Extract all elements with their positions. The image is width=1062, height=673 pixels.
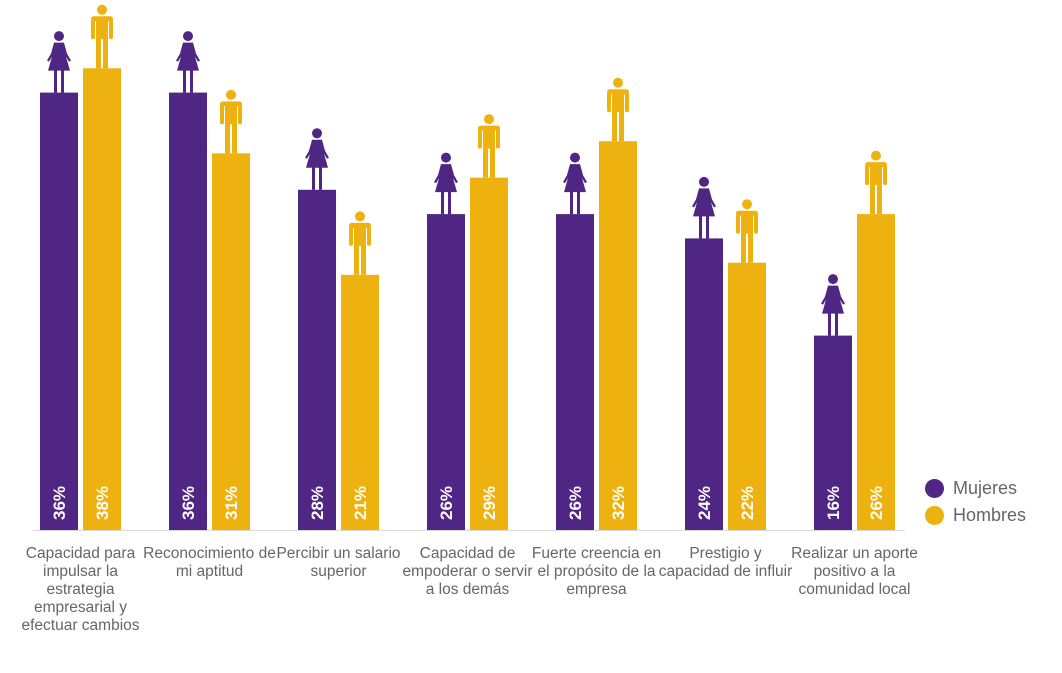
bar-mujeres-5 bbox=[685, 238, 723, 530]
data-label: 36% bbox=[50, 486, 69, 520]
category-label: Prestigio y capacidad de influir bbox=[658, 545, 793, 580]
category-label: Percibir un salario superior bbox=[276, 545, 401, 580]
bar-hombres-4 bbox=[599, 141, 637, 530]
man-icon bbox=[736, 199, 758, 263]
legend-swatch bbox=[925, 506, 944, 525]
man-icon bbox=[478, 114, 500, 178]
man-icon bbox=[349, 211, 371, 275]
bar-mujeres-1 bbox=[169, 92, 207, 530]
woman-icon bbox=[47, 31, 71, 93]
man-icon bbox=[607, 77, 629, 142]
legend-label: Mujeres bbox=[953, 478, 1018, 498]
data-label: 22% bbox=[738, 486, 757, 520]
bar-hombres-0 bbox=[83, 68, 121, 531]
data-label: 32% bbox=[609, 486, 628, 520]
data-label: 26% bbox=[437, 486, 456, 520]
bar-mujeres-3 bbox=[427, 214, 465, 530]
man-icon bbox=[865, 150, 887, 215]
bar-hombres-2 bbox=[341, 274, 379, 530]
legend-item-mujeres: Mujeres bbox=[925, 475, 1026, 502]
woman-icon bbox=[821, 274, 845, 336]
data-label: 26% bbox=[867, 486, 886, 520]
data-label: 29% bbox=[480, 486, 499, 520]
woman-icon bbox=[434, 152, 458, 215]
legend-swatch bbox=[925, 479, 944, 498]
man-icon bbox=[91, 4, 113, 69]
data-label: 38% bbox=[93, 486, 112, 520]
data-label: 16% bbox=[824, 486, 843, 520]
data-label: 31% bbox=[222, 486, 241, 520]
bar-hombres-3 bbox=[470, 177, 508, 530]
man-icon bbox=[220, 89, 242, 154]
woman-icon bbox=[692, 176, 716, 239]
bar-hombres-5 bbox=[728, 262, 766, 530]
legend-item-hombres: Hombres bbox=[925, 502, 1026, 529]
category-label: Capacidad para impulsar la estrategia em… bbox=[21, 545, 140, 634]
legend-label: Hombres bbox=[953, 505, 1027, 525]
bar-mujeres-4 bbox=[556, 214, 594, 530]
bar-mujeres-2 bbox=[298, 189, 336, 531]
data-label: 21% bbox=[351, 486, 370, 520]
woman-icon bbox=[305, 128, 329, 190]
legend: Mujeres Hombres bbox=[925, 475, 1026, 529]
category-label: Reconocimiento de mi aptitud bbox=[143, 545, 276, 580]
category-label: Realizar un aporte positivo a la comunid… bbox=[791, 545, 918, 598]
category-label: Capacidad de empoderar o servir a los de… bbox=[402, 545, 533, 598]
data-label: 26% bbox=[566, 486, 585, 520]
woman-icon bbox=[176, 31, 200, 93]
data-label: 36% bbox=[179, 486, 198, 520]
bar-mujeres-6 bbox=[814, 335, 852, 530]
bar-hombres-6 bbox=[857, 214, 895, 530]
woman-icon bbox=[563, 152, 587, 215]
bar-hombres-1 bbox=[212, 153, 250, 530]
data-label: 24% bbox=[695, 486, 714, 520]
bar-mujeres-0 bbox=[40, 92, 78, 530]
data-label: 28% bbox=[308, 486, 327, 520]
category-label: Fuerte creencia en el propósito de la em… bbox=[531, 545, 662, 598]
